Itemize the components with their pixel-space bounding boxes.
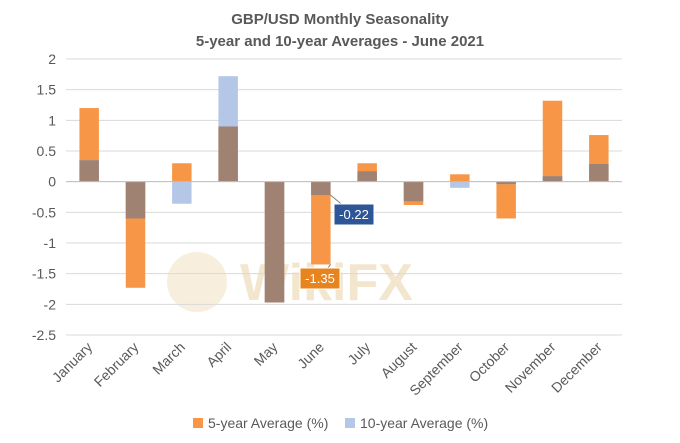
x-tick-label-may: May	[251, 339, 281, 369]
bars	[79, 76, 609, 303]
bar-overlap-july	[357, 171, 377, 182]
bar-overlap-november	[542, 176, 563, 182]
bar-overlap-april	[218, 126, 238, 182]
bar-overlap-december	[589, 163, 609, 182]
x-tick-label-january: January	[49, 339, 96, 386]
callout-135: -1.35	[299, 264, 341, 290]
x-tick-label-august: August	[377, 339, 419, 381]
y-tick-label: -0.5	[32, 204, 56, 220]
bar-10yr-march	[172, 181, 192, 204]
bar-overlap-june	[311, 181, 331, 196]
x-tick-label-june: June	[294, 339, 327, 372]
y-tick-label: 1.5	[37, 82, 57, 98]
y-tick-label: 0	[48, 174, 56, 190]
bar-10yr-september	[450, 181, 470, 188]
x-tick-label-december: December	[548, 339, 605, 396]
x-tick-label-july: July	[344, 339, 373, 368]
bar-5yr-march	[172, 163, 192, 182]
legend-swatch-5yr	[193, 418, 203, 428]
y-tick-label: -2	[44, 296, 57, 312]
y-tick-label: -2.5	[32, 327, 56, 343]
y-tick-label: 1	[48, 112, 56, 128]
y-tick-label: -1.5	[32, 266, 56, 282]
bar-overlap-august	[403, 181, 424, 202]
y-tick-label: 0.5	[37, 143, 57, 159]
callout-label: -0.22	[339, 207, 369, 222]
chart-subtitle: 5-year and 10-year Averages - June 2021	[196, 33, 484, 50]
y-tick-label: 2	[48, 51, 56, 67]
x-tick-label-february: February	[91, 339, 142, 390]
x-tick-label-october: October	[466, 339, 513, 386]
bar-5yr-october	[496, 181, 516, 219]
bar-5yr-november	[542, 100, 563, 182]
annotations: -0.22 -1.35	[299, 194, 375, 290]
bar-5yr-june	[311, 181, 331, 265]
bar-overlap-october	[496, 181, 516, 185]
legend-label-5yr: 5-year Average (%)	[208, 415, 328, 431]
y-tick-label: -1	[44, 235, 57, 251]
legend: 5-year Average (%) 10-year Average (%)	[193, 415, 488, 431]
bar-5yr-september	[450, 174, 470, 182]
callout-label: -1.35	[305, 271, 335, 286]
chart-title: GBP/USD Monthly Seasonality	[231, 11, 449, 28]
bar-overlap-may	[264, 181, 285, 303]
callout-box	[299, 267, 341, 290]
x-tick-label-april: April	[203, 339, 234, 370]
watermark: WikiFX	[167, 252, 413, 312]
y-axis-ticks: 2 1.5 1 0.5 0 -0.5 -1 -1.5 -2 -2.5	[32, 51, 56, 343]
x-tick-label-march: March	[149, 339, 188, 378]
legend-swatch-10yr	[345, 418, 355, 428]
callout-box	[333, 203, 375, 226]
bar-overlap-february	[125, 181, 146, 219]
watermark-logo-icon	[167, 252, 227, 312]
callout-022: -0.22	[330, 194, 375, 226]
bar-overlap-january	[79, 160, 99, 182]
legend-label-10yr: 10-year Average (%)	[360, 415, 488, 431]
